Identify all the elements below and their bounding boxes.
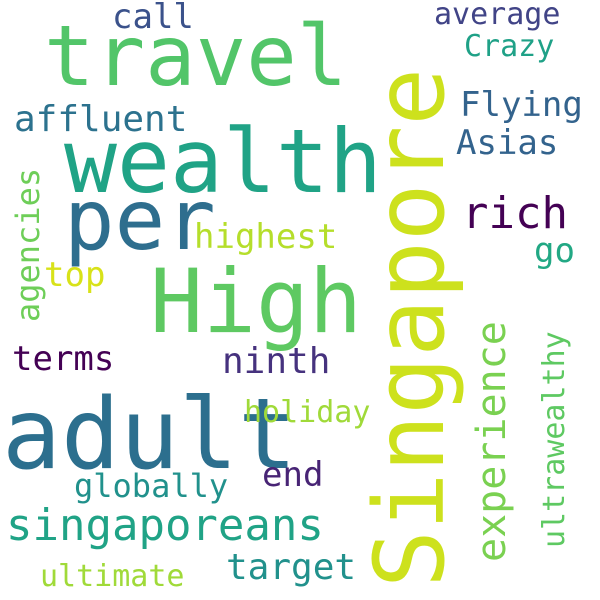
- word-top: top: [44, 255, 106, 295]
- word-wealth: wealth: [64, 110, 382, 213]
- word-globally: globally: [74, 467, 229, 505]
- word-crazy: Crazy: [464, 29, 555, 64]
- word-agencies: agencies: [9, 167, 47, 322]
- word-high: High: [150, 250, 362, 353]
- word-call: call: [112, 0, 194, 37]
- word-ultimate: ultimate: [40, 559, 185, 594]
- word-singaporeans: singaporeans: [6, 500, 324, 551]
- word-ninth: ninth: [222, 341, 331, 382]
- word-travel: travel: [44, 7, 348, 105]
- word-per: per: [64, 171, 216, 269]
- word-go: go: [534, 231, 575, 271]
- word-experience: experience: [469, 321, 515, 562]
- word-target: target: [226, 547, 357, 588]
- word-rich: rich: [462, 188, 568, 239]
- word-asias: Asias: [456, 123, 559, 163]
- word-adult: adult: [2, 378, 298, 492]
- word-ultrawealthy: ultrawealthy: [537, 331, 572, 548]
- word-end: end: [262, 455, 324, 495]
- word-terms: terms: [12, 339, 115, 379]
- word-affluent: affluent: [14, 99, 188, 140]
- word-average: average: [434, 0, 561, 32]
- word-holiday: holiday: [244, 395, 371, 430]
- word-highest: highest: [194, 217, 338, 257]
- word-flying: Flying: [460, 85, 583, 125]
